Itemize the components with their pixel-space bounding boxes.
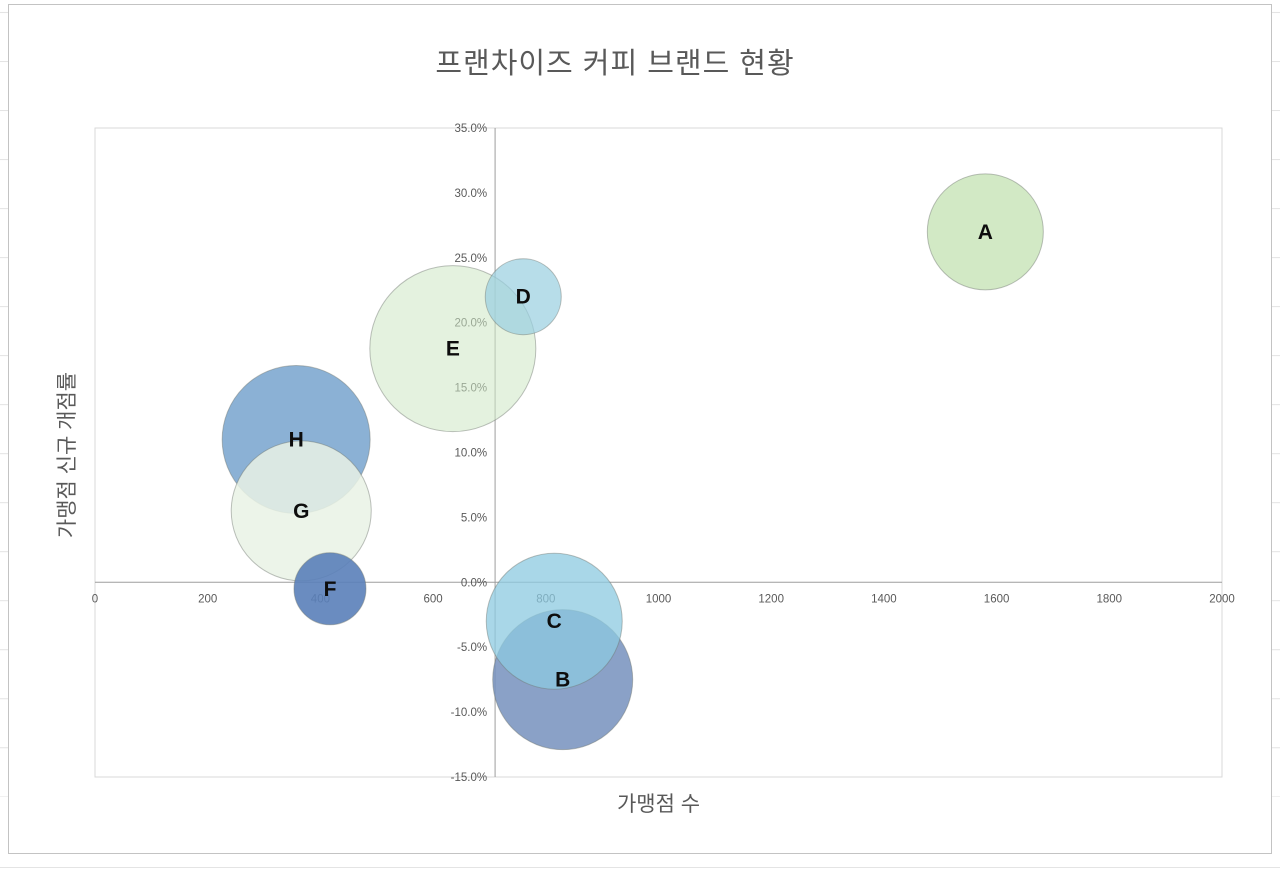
- y-tick-label: 0.0%: [461, 577, 487, 589]
- y-tick-label: 5.0%: [461, 512, 487, 524]
- plot-area-border: [94, 127, 1223, 778]
- y-tick-label: -10.0%: [451, 707, 487, 719]
- x-tick-label: 2000: [1209, 593, 1235, 605]
- bubble-label-C: C: [547, 610, 562, 633]
- bubble-label-D: D: [516, 286, 531, 309]
- bubble-label-F: F: [324, 578, 337, 601]
- x-tick-label: 1400: [871, 593, 897, 605]
- y-tick-label: 35.0%: [454, 123, 487, 135]
- bubble-label-A: A: [978, 221, 993, 244]
- bubble-C: [485, 552, 623, 690]
- x-axis-title: 가맹점 수: [616, 793, 701, 816]
- x-tick-label: 1000: [646, 593, 672, 605]
- bubble-label-B: B: [555, 669, 570, 692]
- x-tick-label: 1200: [758, 593, 784, 605]
- bubble-A: [926, 173, 1044, 291]
- bubble-label-G: G: [293, 500, 309, 523]
- chart-title: 프랜차이즈 커피 브랜드 현황: [435, 48, 795, 80]
- x-tick-label: 200: [198, 593, 217, 605]
- chart-frame: [8, 4, 1272, 854]
- bubble-label-H: H: [289, 429, 304, 452]
- y-tick-label: 30.0%: [454, 188, 487, 200]
- y-tick-label: -15.0%: [451, 772, 487, 784]
- y-tick-label: -5.0%: [457, 642, 487, 654]
- x-tick-label: 1600: [984, 593, 1010, 605]
- bubble-D: [484, 258, 562, 336]
- x-tick-label: 0: [92, 593, 98, 605]
- y-tick-label: 10.0%: [454, 448, 487, 460]
- bubble-F: [293, 552, 367, 626]
- x-tick-label: 600: [424, 593, 443, 605]
- bubble-label-E: E: [446, 338, 460, 361]
- spreadsheet-row-line: [0, 867, 1280, 868]
- x-tick-label: 1800: [1097, 593, 1123, 605]
- y-tick-label: 25.0%: [454, 253, 487, 265]
